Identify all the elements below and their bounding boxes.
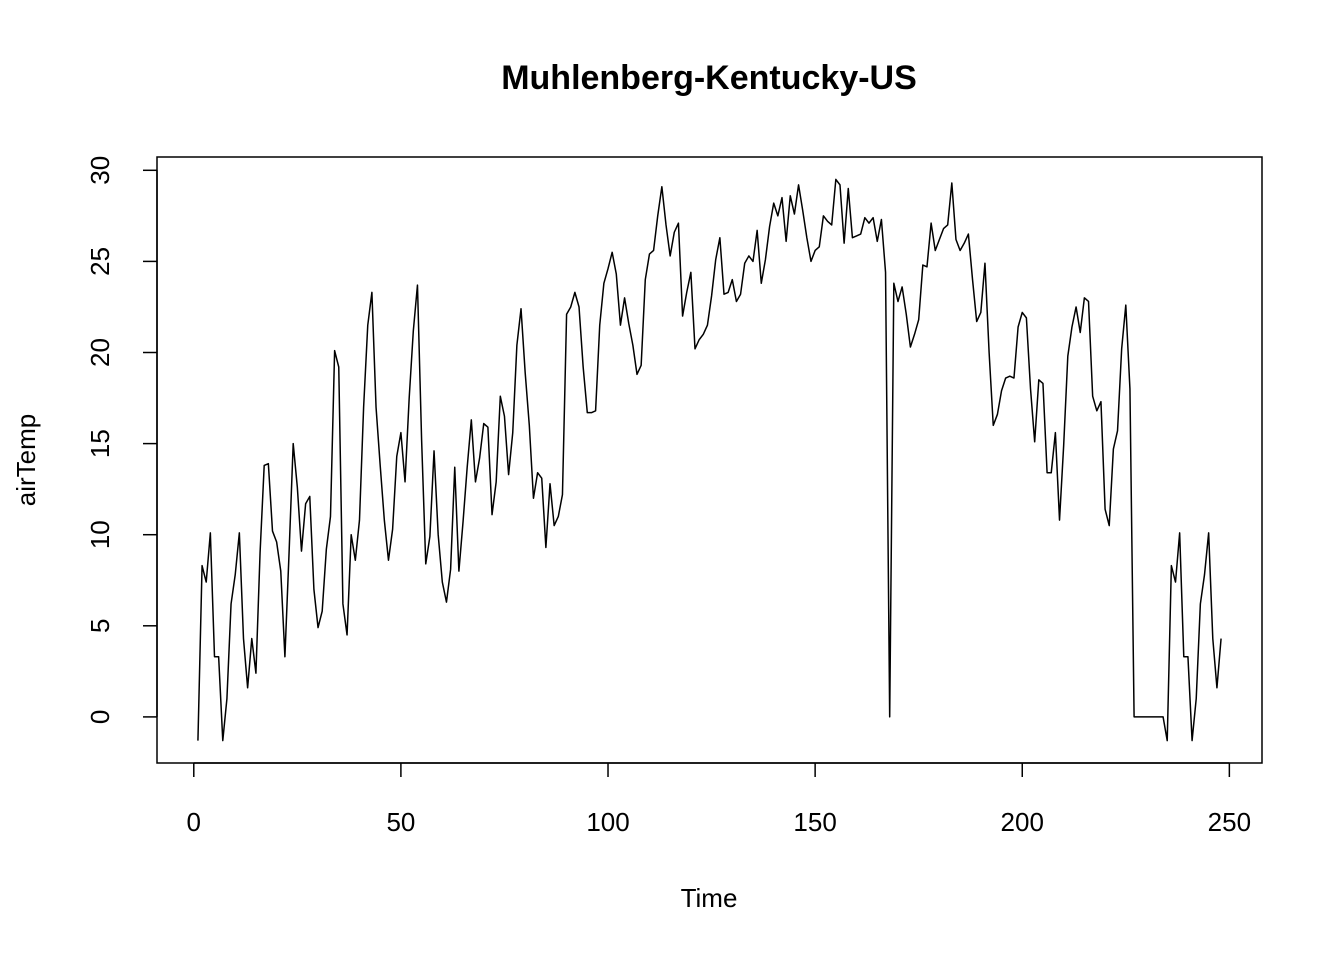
- y-tick-label: 10: [85, 520, 115, 549]
- x-tick-label: 50: [386, 807, 415, 837]
- x-tick-label: 250: [1208, 807, 1251, 837]
- data-line: [197, 178, 1222, 742]
- chart-title: Muhlenberg-Kentucky-US: [501, 59, 917, 97]
- y-tick-label: 15: [85, 429, 115, 458]
- x-tick-label: 0: [187, 807, 201, 837]
- x-tick-label: 150: [793, 807, 836, 837]
- plot-frame: [156, 156, 1263, 764]
- x-axis-label: Time: [681, 883, 738, 913]
- x-tick-label: 100: [586, 807, 629, 837]
- y-tick-label: 5: [85, 619, 115, 633]
- y-tick-label: 20: [85, 338, 115, 367]
- y-tick-label: 0: [85, 710, 115, 724]
- x-tick-label: 200: [1001, 807, 1044, 837]
- y-tick-label: 30: [85, 156, 115, 185]
- y-axis-label: airTemp: [11, 414, 41, 506]
- y-tick-label: 25: [85, 247, 115, 276]
